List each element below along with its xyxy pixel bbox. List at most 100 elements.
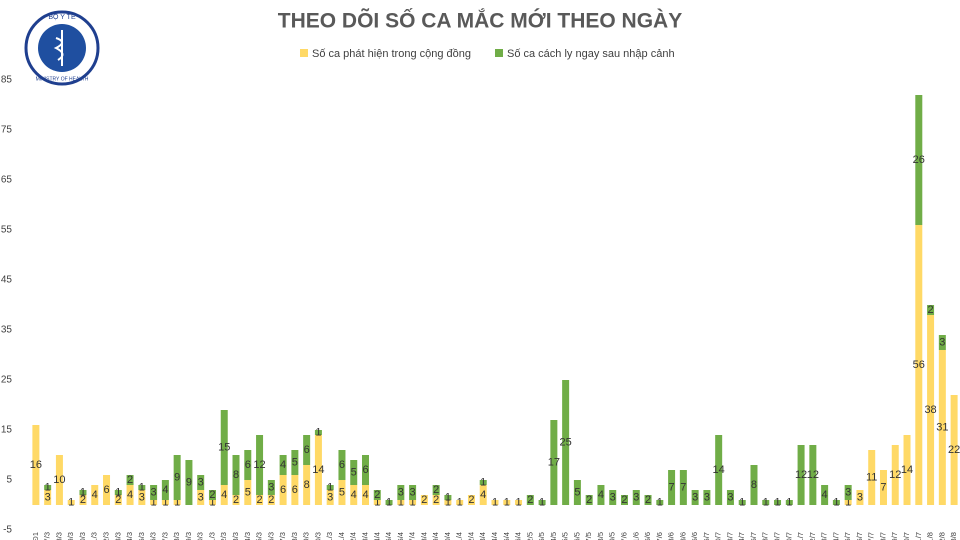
bar-segment [161,500,169,505]
bar-segment [432,495,440,505]
x-tick-label: 30/5-7/6 [619,532,628,540]
value-label: 3 [704,491,710,503]
value-label: 1 [480,476,486,488]
x-tick-label: 27/3 [278,532,287,540]
x-tick-label: 18/3 [172,532,181,540]
value-label: 4 [280,459,286,471]
chart-title: THEO DÕI SỐ CA MẮC MỚI THEO NGÀY [278,9,682,33]
x-tick-label: 12/4 [466,532,475,540]
x-tick-label: 14/4 [490,532,499,540]
x-tick-label: 11/4 [455,532,464,540]
x-tick-label: 17/4-2/5 [525,532,534,540]
value-label: 3 [268,481,274,493]
value-label: 1 [457,496,463,508]
x-tick-label: 19/3 [184,532,193,540]
value-label: 4 [221,489,227,501]
bar-segment [338,480,346,505]
value-label: 1 [151,496,157,508]
value-label: 1 [410,496,416,508]
value-label: 2 [268,494,274,506]
bar-segment [703,490,711,505]
x-tick-label: 09/4 [431,532,440,540]
bar-segment [397,500,405,505]
value-label: 26 [913,154,925,166]
bar-segment [891,445,899,505]
value-label: 17 [548,456,560,468]
x-tick-label: 28/7 [878,532,887,540]
value-label: 2 [645,494,651,506]
bar-segment [397,485,405,500]
x-tick-label: 29/3 [302,532,311,540]
value-label: 8 [233,469,239,481]
value-label: 12 [253,459,265,471]
x-tick-label: 22/3 [219,532,228,540]
bar-segment [314,435,322,505]
legend-swatch [495,49,503,57]
value-label: 1 [398,496,404,508]
value-label: 2 [256,494,262,506]
value-label: 1 [539,496,545,508]
x-tick-label: 07-14/5 [549,532,558,540]
bar-segment [55,455,63,505]
value-label: 2 [433,484,439,496]
x-tick-label: 21/3 [207,532,216,540]
bar-segment [797,445,805,505]
bar-segment [785,500,793,505]
x-tick-label: 30/3 [313,532,322,540]
value-label: 1 [774,496,780,508]
legend-label: Số ca cách ly ngay sau nhập cảnh [507,48,675,60]
value-label: 3 [327,491,333,503]
bar-segment [32,425,40,505]
x-tick-label: 06/4 [396,532,405,540]
value-label: 12 [795,469,807,481]
x-tick-label: 12/3 [102,532,111,540]
bar-segment [338,450,346,480]
bar-segment [197,490,205,505]
bar-segment [314,430,322,435]
value-label: 56 [913,359,925,371]
bar-segment [809,445,817,505]
bar-segment [915,225,923,505]
value-label: 1 [80,486,86,498]
value-label: 1 [162,496,168,508]
x-tick-label: 3-6/5 [537,532,546,540]
bar-segment [479,480,487,485]
value-label: 2 [80,494,86,506]
bar-segment [444,500,452,505]
value-label: 6 [245,459,251,471]
x-tick-label: 15/5 [561,532,570,540]
value-label: 2 [127,474,133,486]
bar-segment [856,490,864,505]
bar-segment [362,485,370,505]
x-tick-label: 10/3 [78,532,87,540]
value-label: 1 [315,426,321,438]
bar-segment [938,335,946,350]
x-tick-label: 16/3 [149,532,158,540]
x-tick-label: 31/3 [325,532,334,540]
bar-segment [750,465,758,505]
logo-caduceus [53,30,64,66]
value-label: 1 [374,496,380,508]
logo-top: BỘ Y TẾ [48,11,76,21]
value-label: 4 [351,489,357,501]
bar-segment [632,490,640,505]
y-tick-label: 45 [1,275,13,286]
x-tick-label: 25/3 [255,532,264,540]
x-tick-label: 26/3 [266,532,275,540]
bar-segment [726,490,734,505]
x-tick-label: 17/6 [655,532,664,540]
bar-segment [467,495,475,505]
value-label: 4 [822,489,828,501]
bar-segment [762,500,770,505]
x-tick-label: 18-23/5 [596,532,605,540]
x-tick-label: 10/4 [443,532,452,540]
value-label: 5 [245,486,251,498]
value-label: 1 [504,496,510,508]
value-label: 5 [292,456,298,468]
x-tick-label: 03/8 [949,532,958,540]
bar-segment [738,500,746,505]
value-label: 4 [480,489,486,501]
value-label: 4 [162,484,168,496]
value-label: 14 [312,464,324,476]
